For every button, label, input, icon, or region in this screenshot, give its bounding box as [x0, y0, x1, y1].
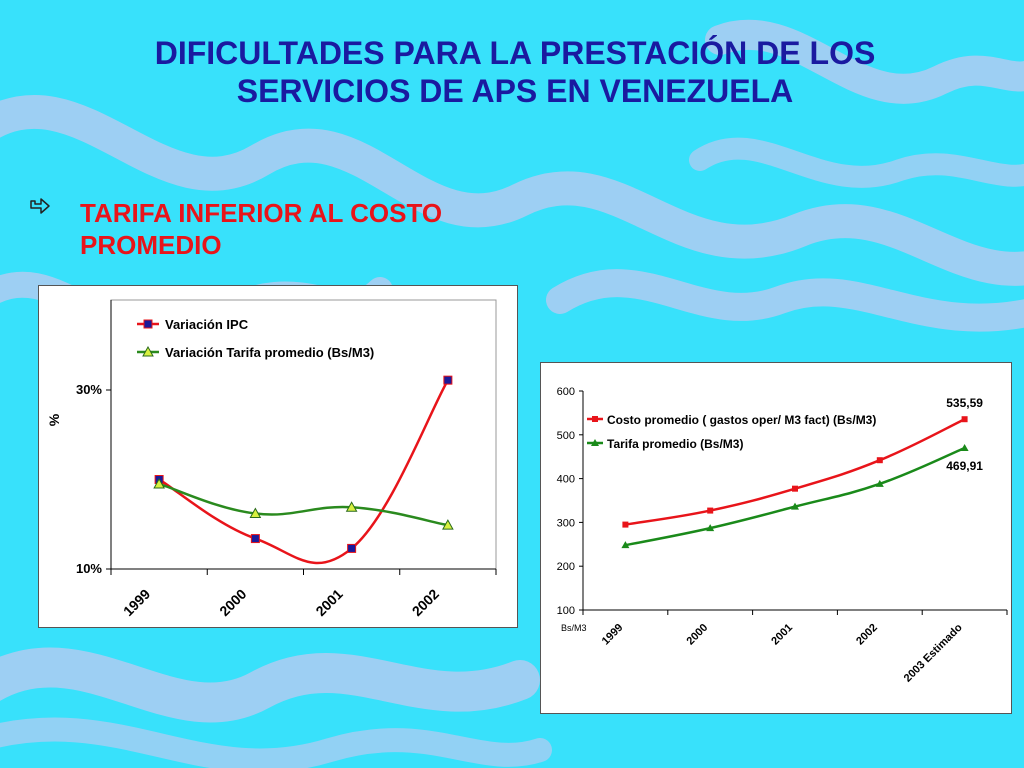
- legend-label-2: Tarifa promedio (Bs/M3): [607, 437, 743, 451]
- data-point-costo: [792, 485, 798, 492]
- legend-marker-tarifa: [591, 439, 599, 446]
- legend-marker-tarifa: [142, 345, 154, 357]
- wave-band: [689, 137, 1024, 188]
- data-point-ipc: [347, 543, 357, 553]
- y-tick-label: 100: [557, 605, 575, 617]
- y-tick-label: 10%: [76, 561, 102, 576]
- bullet-line-2: PROMEDIO: [80, 230, 222, 260]
- chart-1-svg: 10% 30% 1999 2000 2001 2002% Variación IPC Vari…: [46, 299, 497, 619]
- y-tick-label: 30%: [76, 382, 102, 397]
- y-tick-label: 400: [557, 474, 575, 486]
- data-point-ipc: [250, 534, 260, 544]
- data-point-tarifa: [345, 501, 358, 512]
- wave-band: [546, 269, 1024, 332]
- legend-label-2: Variación Tarifa promedio (Bs/M3): [165, 345, 374, 360]
- data-point-tarifa: [791, 502, 799, 510]
- x-tick-label: 2000: [685, 622, 711, 648]
- series-line-1: [158, 379, 449, 565]
- costo-vs-tarifa-chart: 100 200 300 400 500 600 1999 2000 2001 2002 2003 E…: [540, 362, 1012, 714]
- y-tick-label: 500: [557, 430, 575, 442]
- legend-label-1: Costo promedio ( gastos oper/ M3 fact) (…: [607, 413, 876, 427]
- x-tick-label: 1999: [120, 586, 153, 619]
- y-tick-label: 200: [557, 561, 575, 573]
- ipc-vs-tarifa-chart: 10% 30% 1999 2000 2001 2002% Variación IPC Vari…: [38, 285, 518, 628]
- data-point-tarifa: [442, 519, 454, 530]
- wave-band: [705, 19, 1024, 104]
- x-tick-label: 2000: [216, 586, 249, 619]
- slide-title: DIFICULTADES PARA LA PRESTACIÓN DE LOS S…: [100, 34, 930, 110]
- series-line-2: [158, 482, 449, 527]
- y-axis-label: %: [46, 413, 62, 426]
- slide-title-line-1: DIFICULTADES PARA LA PRESTACIÓN DE LOS: [154, 35, 876, 71]
- wave-band: [0, 647, 540, 723]
- data-point-ipc: [443, 375, 453, 385]
- data-point-tarifa: [621, 541, 630, 549]
- data-label: 469,91: [946, 459, 983, 473]
- wave-band: [0, 94, 1024, 286]
- data-point-tarifa: [960, 443, 969, 451]
- hollow-arrow-icon: [28, 197, 52, 219]
- y-tick-label: 300: [557, 517, 575, 529]
- bullet-point: TARIFA INFERIOR AL COSTO PROMEDIO: [80, 197, 520, 261]
- x-tick-label: 2002: [854, 622, 880, 648]
- series-line-2: [625, 446, 966, 547]
- data-point-costo: [961, 416, 968, 423]
- data-label: 535,59: [946, 396, 983, 410]
- x-tick-label: 2001: [769, 622, 795, 648]
- x-tick-label: 2003 Estimado: [902, 621, 965, 684]
- data-point-tarifa: [153, 477, 165, 489]
- legend-marker-ipc: [143, 319, 153, 329]
- wave-band: [0, 717, 552, 768]
- slide-title-line-2: SERVICIOS DE APS EN VENEZUELA: [236, 73, 794, 109]
- data-point-costo: [876, 457, 883, 464]
- data-point-tarifa: [706, 524, 715, 532]
- legend-marker-costo: [592, 416, 598, 422]
- data-point-tarifa: [249, 507, 262, 519]
- y-tick-label: 600: [557, 386, 575, 398]
- data-point-costo: [622, 521, 629, 528]
- unit-label: Bs/M3: [561, 623, 587, 633]
- x-tick-label: 2001: [312, 586, 345, 619]
- legend-label-1: Variación IPC: [165, 317, 249, 332]
- data-point-costo: [707, 507, 714, 514]
- plot-area: [110, 299, 497, 570]
- chart-2-svg: 100 200 300 400 500 600 1999 2000 2001 2002 2003 E…: [557, 386, 1008, 685]
- bullet-line-1: TARIFA INFERIOR AL COSTO: [80, 198, 443, 228]
- x-tick-label: 1999: [600, 622, 626, 648]
- data-point-tarifa: [875, 479, 884, 487]
- x-tick-label: 2002: [409, 586, 442, 619]
